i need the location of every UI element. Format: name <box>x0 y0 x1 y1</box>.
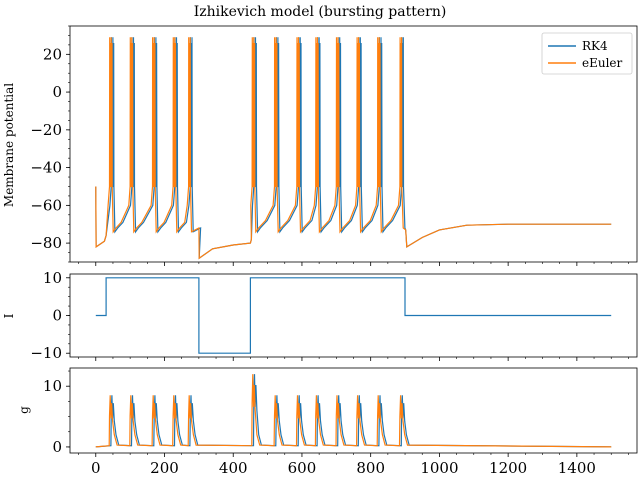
y-tick-label: 10 <box>43 269 62 287</box>
y-tick-label: −10 <box>30 344 62 362</box>
y-tick-label: 0 <box>52 307 62 325</box>
y-tick-label: 10 <box>43 377 62 395</box>
x-tick-label: 0 <box>91 459 101 477</box>
y-tick-label: 20 <box>43 45 62 63</box>
legend-label-rk4: RK4 <box>582 39 608 53</box>
chart-title: Izhikevich model (bursting pattern) <box>194 4 447 20</box>
x-tick-label: 1400 <box>558 459 596 477</box>
y-tick-label: 0 <box>52 438 62 456</box>
y-tick-label: −40 <box>30 159 62 177</box>
y-tick-label: −80 <box>30 234 62 252</box>
x-tick-label: 200 <box>150 459 179 477</box>
panel-2: 10 0 −10 <box>30 269 638 362</box>
x-tick-label: 400 <box>219 459 248 477</box>
series-line-eeuler <box>95 37 612 260</box>
y-axis-label-membrane: Membrane potential <box>2 83 16 207</box>
y-axis-label-current: I <box>2 313 16 318</box>
x-tick-label: 600 <box>288 459 317 477</box>
x-tick-label: 800 <box>356 459 385 477</box>
y-tick-label: −20 <box>30 121 62 139</box>
legend-label-eeuler: eEuler <box>582 56 623 70</box>
series-line-g-2 <box>95 374 612 448</box>
x-tick-label: 1200 <box>489 459 527 477</box>
y-tick-label: −60 <box>30 196 62 214</box>
series-line-current <box>95 277 612 354</box>
legend: RK4 eEuler <box>541 32 633 75</box>
y-tick-label: 0 <box>52 83 62 101</box>
x-tick-label: 1000 <box>420 459 458 477</box>
series-line-g-1 <box>95 374 612 448</box>
panel-1: 20 0 −20 −40 −60 −80 <box>30 25 638 266</box>
y-axis-label-conductance: g <box>17 406 31 414</box>
panel-3: 1000 200 400 600 800 1000 1200 1400 <box>43 367 638 477</box>
